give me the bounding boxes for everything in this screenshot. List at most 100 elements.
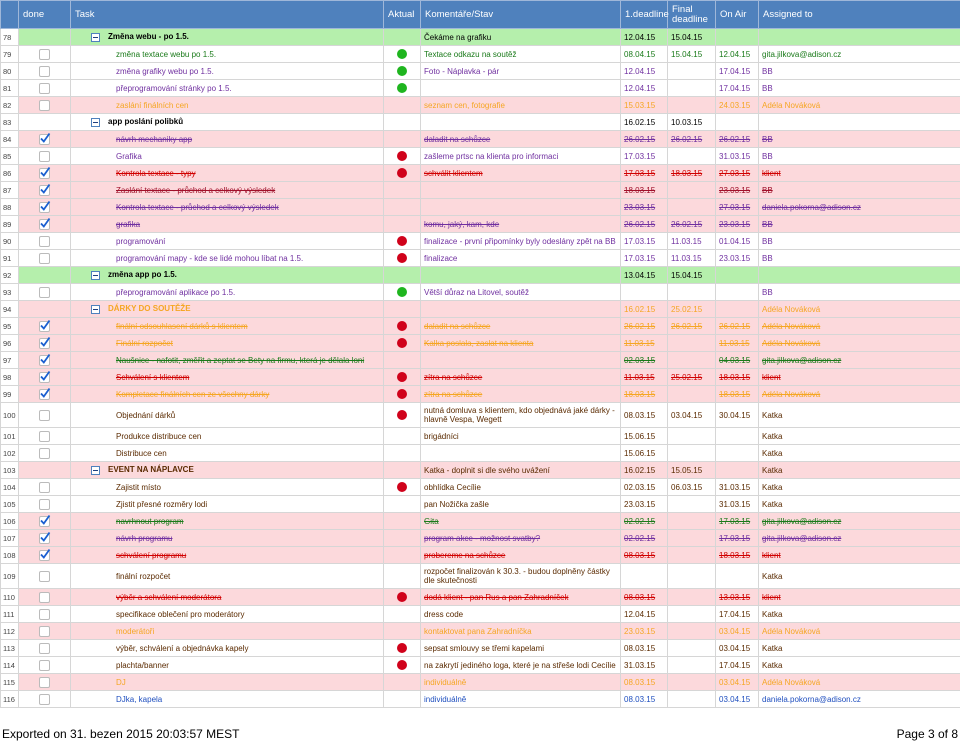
final-cell (667, 147, 716, 165)
task-cell: výběr, schválení a objednávka kapely (70, 639, 384, 657)
checkbox[interactable] (39, 481, 50, 493)
final-cell (667, 181, 716, 199)
who-cell: Adéla Nováková (758, 317, 960, 335)
checkbox[interactable] (39, 166, 51, 179)
checkbox[interactable] (39, 659, 50, 671)
checkbox[interactable] (39, 319, 51, 332)
d1: 15.06.15 (624, 448, 656, 458)
checkbox[interactable] (39, 430, 50, 442)
comment-cell: Textace odkazu na soutěž (420, 45, 621, 63)
checkbox[interactable] (39, 217, 51, 230)
comment-cell: dress code (420, 605, 621, 623)
done-cell (18, 215, 71, 233)
checkbox[interactable] (39, 99, 50, 111)
check-mark (40, 531, 51, 542)
d1: 02.02.15 (624, 533, 656, 543)
who: Adéla Nováková (762, 100, 821, 110)
checkbox[interactable] (39, 642, 50, 654)
checkbox[interactable] (39, 409, 50, 421)
checkbox[interactable] (39, 65, 50, 77)
checkbox[interactable] (39, 370, 51, 383)
aktual-cell (383, 79, 421, 97)
task-name: Kontrola textace - průchod a celkový výs… (116, 202, 279, 212)
checkbox[interactable] (39, 252, 50, 264)
d1-cell: 23.03.15 (620, 495, 668, 513)
checkbox[interactable] (39, 608, 50, 620)
checkbox[interactable] (39, 625, 50, 637)
checkbox[interactable] (39, 48, 50, 60)
checkbox[interactable] (39, 548, 51, 561)
collapse-icon[interactable] (91, 117, 100, 127)
d1: 23.03.15 (624, 202, 656, 212)
status-dot (397, 321, 407, 331)
checkbox[interactable] (39, 531, 51, 544)
air: 17.03.15 (719, 533, 751, 543)
checkbox[interactable] (39, 132, 51, 145)
checkbox[interactable] (39, 286, 50, 298)
checkbox[interactable] (39, 183, 51, 196)
checkbox[interactable] (39, 447, 50, 459)
d1: 02.03.15 (624, 482, 656, 492)
done-cell (18, 461, 71, 479)
done-cell (18, 96, 71, 114)
checkbox[interactable] (39, 570, 50, 582)
final: 15.04.15 (671, 49, 703, 59)
air-cell: 31.03.15 (715, 495, 759, 513)
comment-cell: program akce - možnost svatby? (420, 529, 621, 547)
comment-cell: probereme na schůzce (420, 546, 621, 564)
collapse-icon[interactable] (91, 270, 100, 280)
final: 11.03.15 (671, 236, 702, 246)
who: BB (762, 287, 773, 297)
final: 15.04.15 (671, 32, 703, 42)
air-cell: 31.03.15 (715, 147, 759, 165)
status-dot (397, 83, 407, 93)
final-cell: 18.03.15 (667, 164, 716, 182)
comment: na zakrytí jediného loga, které je na st… (424, 660, 616, 670)
checkbox[interactable] (39, 200, 51, 213)
task-cell: přeprogramování aplikace po 1.5. (70, 283, 384, 301)
collapse-icon[interactable] (91, 465, 100, 475)
air: 03.04.15 (719, 643, 751, 653)
task-cell: návrh programu (70, 529, 384, 547)
air-cell: 30.04.15 (715, 402, 759, 428)
task-name: Finální rozpočet (116, 338, 173, 348)
checkbox[interactable] (39, 387, 51, 400)
d1-cell: 26.02.15 (620, 215, 668, 233)
checkbox[interactable] (39, 693, 50, 705)
d1-cell: 08.04.15 (620, 45, 668, 63)
task-cell: výběr a schválení moderátora (70, 588, 384, 606)
done-cell (18, 283, 71, 301)
checkbox[interactable] (39, 235, 50, 247)
checkbox[interactable] (39, 676, 50, 688)
d1-cell: 17.03.15 (620, 147, 668, 165)
air: 31.03.15 (719, 499, 751, 509)
final-cell: 11.03.15 (667, 249, 716, 267)
checkbox[interactable] (39, 353, 51, 366)
d1: 12.04.15 (624, 32, 656, 42)
task-cell: schválení programu (70, 546, 384, 564)
task-row: 91 programování mapy - kde se lidé mohou … (0, 249, 960, 267)
d1: 08.03.15 (624, 410, 656, 420)
checkbox[interactable] (39, 591, 50, 603)
checkbox[interactable] (39, 150, 50, 162)
aktual-cell (383, 130, 421, 148)
task-row: 115 DJ individuálně 08.03.15 03.04.15 Adéla N… (0, 673, 960, 691)
done-cell (18, 62, 71, 80)
row-number: 116 (0, 690, 19, 708)
checkbox[interactable] (39, 336, 51, 349)
task-cell: DJka, kapela (70, 690, 384, 708)
task-name: změna textace webu po 1.5. (116, 49, 217, 59)
collapse-icon[interactable] (91, 32, 100, 42)
task-cell: grafika (70, 215, 384, 233)
status-dot (397, 372, 407, 382)
air: 26.02.15 (719, 134, 751, 144)
checkbox[interactable] (39, 498, 50, 510)
checkbox[interactable] (39, 514, 51, 527)
header: Task (70, 0, 384, 29)
who-cell: Katka (758, 639, 960, 657)
who: klient (762, 550, 781, 560)
collapse-icon[interactable] (91, 304, 100, 314)
air-cell (715, 461, 759, 479)
checkbox[interactable] (39, 82, 50, 94)
task-name: specifikace oblečení pro moderátory (116, 609, 245, 619)
